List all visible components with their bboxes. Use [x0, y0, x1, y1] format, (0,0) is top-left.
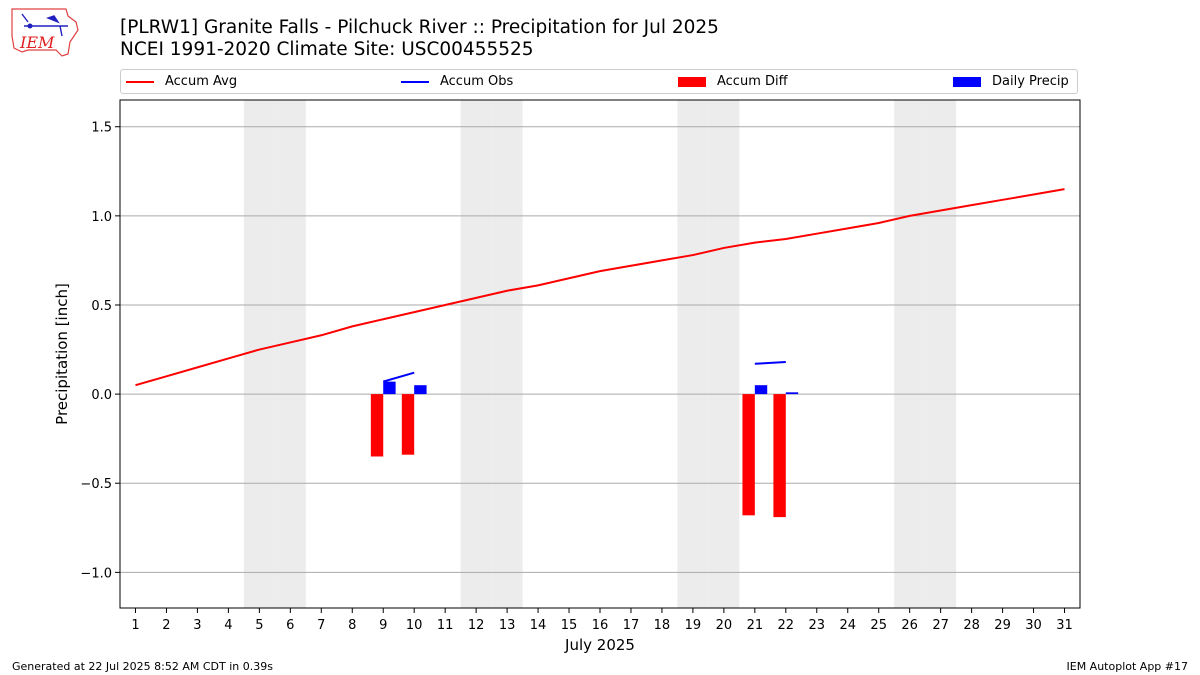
weekend-band — [894, 100, 926, 608]
x-tick-label: 31 — [1056, 618, 1073, 633]
legend-item-daily-precip: Daily Precip — [953, 70, 1069, 93]
chart-title: [PLRW1] Granite Falls - Pilchuck River :… — [120, 17, 719, 38]
footer-generated-text: Generated at 22 Jul 2025 8:52 AM CDT in … — [12, 660, 273, 673]
footer-app-label: IEM Autoplot App #17 — [1066, 660, 1189, 673]
accum-avg-line — [135, 188, 1065, 387]
legend-item-accum-diff: Accum Diff — [678, 70, 788, 93]
x-tick-label: 27 — [932, 618, 949, 633]
x-tick-label: 26 — [901, 618, 918, 633]
accum-diff-bar — [401, 394, 415, 455]
y-tick-label: −1.0 — [80, 566, 112, 581]
legend-swatch-daily-precip — [953, 76, 981, 87]
legend-item-accum-avg: Accum Avg — [126, 70, 237, 93]
x-tick-label: 11 — [437, 618, 454, 633]
y-tick-label: 0.0 — [91, 388, 112, 403]
accum-diff-bar — [773, 394, 786, 518]
y-tick-label: 1.5 — [91, 121, 112, 136]
iem-logo: IEM — [11, 8, 79, 57]
x-tick-label: 1 — [131, 618, 139, 633]
x-axis-label: July 2025 — [564, 636, 635, 654]
y-tick-label: −0.5 — [80, 477, 112, 492]
weekend-band — [491, 100, 523, 608]
x-tick-label: 29 — [994, 618, 1011, 633]
x-tick-label: 19 — [685, 618, 702, 633]
x-tick-label: 10 — [406, 618, 423, 633]
x-tick-label: 9 — [379, 618, 387, 633]
x-tick-label: 25 — [870, 618, 887, 633]
x-tick-label: 6 — [286, 618, 294, 633]
x-tick-label: 5 — [255, 618, 263, 633]
weekend-band — [274, 100, 306, 608]
daily-precip-bar — [754, 385, 768, 395]
x-tick-label: 2 — [162, 618, 170, 633]
legend-label-accum-diff: Accum Diff — [717, 74, 788, 89]
x-tick-label: 23 — [809, 618, 826, 633]
x-tick-label: 20 — [716, 618, 733, 633]
accum-diff-bar — [370, 394, 384, 457]
weekend-band — [925, 100, 957, 608]
weekend-band — [708, 100, 740, 608]
logo-text: IEM — [19, 33, 55, 52]
accum-diff-bar — [742, 394, 755, 516]
accum-obs-line — [382, 371, 415, 383]
x-tick-label: 8 — [348, 618, 356, 633]
x-tick-label: 12 — [468, 618, 485, 633]
legend-swatch-accum-diff — [678, 76, 706, 87]
x-tick-label: 4 — [224, 618, 232, 633]
x-tick-label: 15 — [561, 618, 578, 633]
y-tick-label: 0.5 — [91, 299, 112, 314]
x-tick-label: 18 — [654, 618, 671, 633]
x-tick-label: 16 — [592, 618, 609, 633]
x-tick-label: 7 — [317, 618, 325, 633]
weekend-band — [677, 100, 709, 608]
x-tick-label: 3 — [193, 618, 201, 633]
legend-swatch-accum-avg — [126, 80, 154, 83]
x-tick-label: 22 — [778, 618, 795, 633]
chart-subtitle: NCEI 1991-2020 Climate Site: USC00455525 — [120, 39, 534, 60]
legend-item-accum-obs: Accum Obs — [401, 70, 513, 93]
x-tick-label: 21 — [747, 618, 764, 633]
weekend-band — [243, 100, 275, 608]
weekend-band — [460, 100, 492, 608]
chart-legend: Accum Avg Accum Obs Accum Diff Daily Pre… — [120, 69, 1078, 94]
legend-swatch-accum-obs — [401, 80, 429, 83]
y-tick-label: 1.0 — [91, 210, 112, 225]
legend-label-accum-avg: Accum Avg — [165, 74, 238, 89]
y-axis-label: Precipitation [inch] — [53, 283, 71, 425]
x-tick-label: 30 — [1025, 618, 1042, 633]
x-tick-label: 17 — [623, 618, 640, 633]
daily-precip-bar — [414, 385, 427, 395]
x-tick-label: 24 — [839, 618, 856, 633]
accum-obs-line — [754, 361, 786, 365]
daily-precip-bar — [785, 392, 799, 395]
x-tick-label: 14 — [530, 618, 547, 633]
x-tick-label: 28 — [963, 618, 980, 633]
x-tick-label: 13 — [499, 618, 516, 633]
daily-precip-bar — [383, 381, 396, 395]
legend-label-accum-obs: Accum Obs — [440, 74, 514, 89]
legend-label-daily-precip: Daily Precip — [992, 74, 1069, 89]
